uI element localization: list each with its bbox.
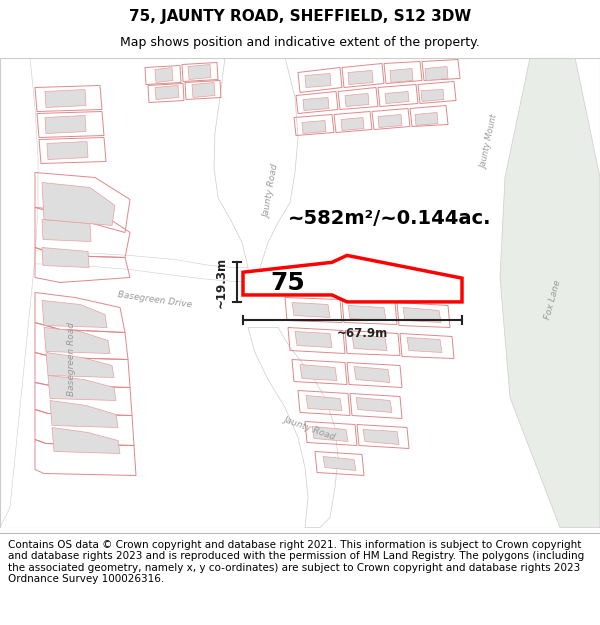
Polygon shape: [248, 328, 338, 528]
Polygon shape: [345, 94, 369, 106]
Polygon shape: [348, 71, 373, 84]
Polygon shape: [44, 328, 110, 354]
Polygon shape: [42, 219, 91, 241]
Polygon shape: [46, 352, 114, 377]
Polygon shape: [306, 396, 342, 411]
Text: Jaunty Road: Jaunty Road: [283, 415, 337, 442]
Polygon shape: [45, 116, 86, 134]
Polygon shape: [403, 308, 441, 322]
Polygon shape: [295, 331, 332, 348]
Text: Map shows position and indicative extent of the property.: Map shows position and indicative extent…: [120, 36, 480, 49]
Polygon shape: [48, 376, 116, 401]
Polygon shape: [300, 364, 337, 381]
Polygon shape: [390, 69, 413, 82]
Text: Jaunty Mount: Jaunty Mount: [480, 114, 500, 169]
Text: Contains OS data © Crown copyright and database right 2021. This information is : Contains OS data © Crown copyright and d…: [8, 539, 584, 584]
Polygon shape: [354, 366, 390, 382]
Polygon shape: [348, 306, 386, 321]
Polygon shape: [292, 302, 330, 318]
Polygon shape: [0, 58, 38, 528]
Polygon shape: [302, 121, 326, 134]
Polygon shape: [0, 238, 248, 281]
Polygon shape: [415, 112, 438, 126]
Polygon shape: [188, 64, 211, 79]
Polygon shape: [378, 114, 402, 128]
Text: Jaunty Road: Jaunty Road: [263, 164, 281, 219]
Text: Basegreen Drive: Basegreen Drive: [117, 290, 193, 309]
Polygon shape: [356, 398, 392, 412]
Polygon shape: [192, 82, 215, 98]
Polygon shape: [155, 68, 173, 82]
Polygon shape: [421, 89, 444, 101]
Polygon shape: [500, 58, 600, 528]
Polygon shape: [243, 256, 462, 302]
Polygon shape: [385, 91, 409, 104]
Polygon shape: [214, 58, 298, 292]
Polygon shape: [363, 429, 399, 444]
Polygon shape: [312, 426, 348, 441]
Polygon shape: [155, 86, 179, 99]
Text: ~582m²/~0.144ac.: ~582m²/~0.144ac.: [288, 209, 492, 228]
Text: 75, JAUNTY ROAD, SHEFFIELD, S12 3DW: 75, JAUNTY ROAD, SHEFFIELD, S12 3DW: [129, 9, 471, 24]
Polygon shape: [52, 428, 120, 454]
Text: Basegreen Road: Basegreen Road: [67, 322, 77, 396]
Polygon shape: [352, 334, 387, 351]
Polygon shape: [42, 248, 89, 268]
Polygon shape: [303, 98, 329, 111]
Text: ~67.9m: ~67.9m: [337, 328, 388, 340]
Text: ~19.3m: ~19.3m: [215, 256, 227, 308]
Text: Fox Lane: Fox Lane: [544, 279, 563, 321]
Polygon shape: [323, 456, 356, 471]
Polygon shape: [42, 182, 115, 226]
Text: 75: 75: [271, 271, 305, 295]
Polygon shape: [407, 338, 442, 352]
Polygon shape: [341, 118, 364, 131]
Polygon shape: [42, 301, 107, 328]
Polygon shape: [50, 401, 118, 428]
Polygon shape: [305, 74, 331, 88]
Polygon shape: [425, 66, 448, 81]
Polygon shape: [47, 141, 88, 159]
Polygon shape: [45, 89, 86, 107]
